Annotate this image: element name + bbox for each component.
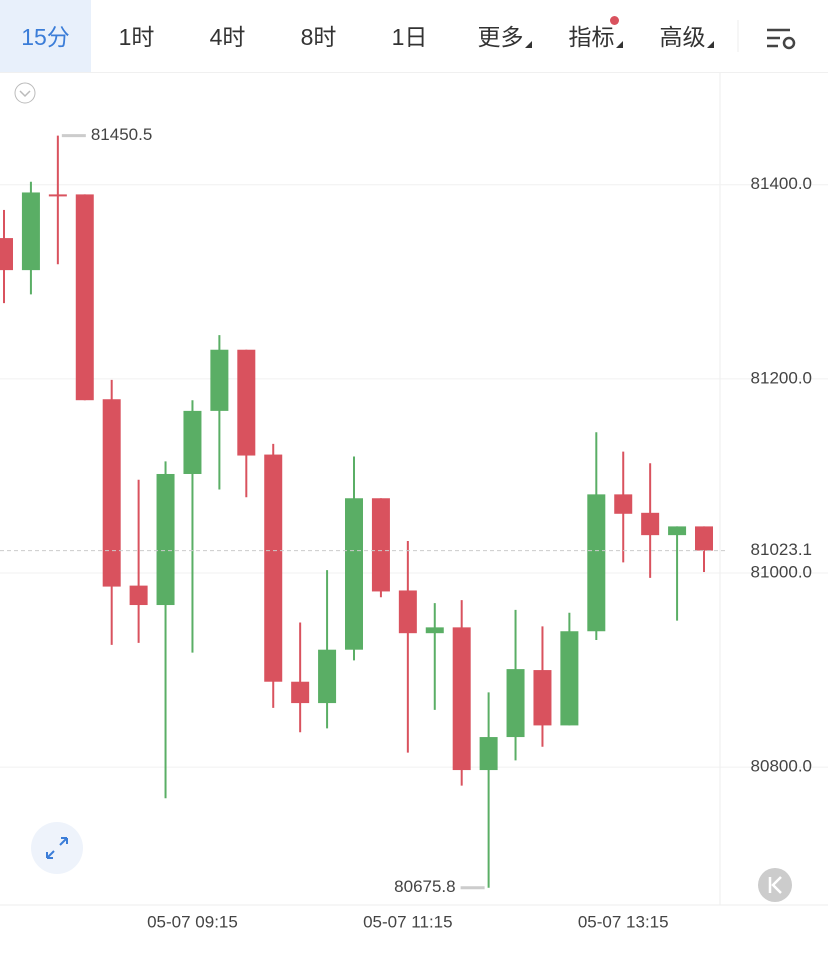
settings-icon[interactable]: [767, 28, 796, 50]
candle-body: [506, 669, 525, 738]
candle-body: [0, 238, 13, 271]
candle-body: [398, 590, 417, 634]
timeframe-tabs: 15分 1时 4时 8时 1日 更多 指标 高级: [0, 0, 828, 73]
candle-body: [183, 410, 202, 474]
candle-body: [587, 494, 606, 632]
tab[interactable]: 4时: [209, 24, 246, 50]
tab[interactable]: 更多: [455, 0, 546, 72]
candle-body: [291, 681, 310, 704]
tab-label[interactable]: 指标: [568, 24, 615, 50]
last-price-bg: [728, 539, 828, 562]
candle-body: [102, 399, 121, 587]
x-tick-label: 05-07 09:15: [147, 912, 238, 931]
candle-body: [614, 494, 633, 514]
candle-body: [156, 473, 175, 606]
candle-body: [318, 649, 337, 704]
dropdown-arrow: [616, 41, 623, 48]
y-tick-label: 80800.0: [751, 757, 812, 776]
candle-body: [371, 498, 390, 592]
last-price-label: 81023.1: [751, 540, 812, 559]
candle-body: [21, 192, 40, 271]
y-tick-label: 81200.0: [751, 368, 812, 387]
tab[interactable]: 8时: [300, 24, 337, 50]
candle-body: [533, 670, 552, 726]
candle-body: [695, 526, 713, 551]
candle-body: [48, 194, 67, 197]
candle-body: [425, 627, 444, 634]
dropdown-arrow: [707, 41, 714, 48]
x-tick-label: 05-07 13:15: [578, 912, 669, 931]
y-tick-label: 81000.0: [751, 562, 812, 581]
candle-body: [75, 194, 94, 401]
tab[interactable]: 指标: [546, 0, 637, 72]
tab-label[interactable]: 更多: [477, 24, 524, 50]
candle-body: [641, 512, 660, 536]
collapse-button[interactable]: [14, 82, 36, 104]
y-tick-label: 81400.0: [751, 174, 812, 193]
tab[interactable]: 高级: [637, 0, 728, 72]
candle-body: [237, 349, 256, 456]
expand-button[interactable]: [31, 822, 83, 874]
tab[interactable]: 1时: [118, 24, 155, 50]
dropdown-arrow: [525, 41, 532, 48]
badge: [610, 16, 619, 25]
max-label: 81450.5: [91, 125, 152, 144]
candle-body: [129, 585, 148, 606]
tab-label[interactable]: 高级: [659, 24, 706, 50]
candle-body: [479, 737, 498, 771]
candle-body: [560, 631, 579, 726]
tab[interactable]: 15分: [0, 0, 91, 72]
candle-body: [345, 498, 363, 650]
candle-body: [210, 349, 229, 411]
min-label: 80675.8: [394, 877, 455, 896]
candle-body: [264, 454, 283, 682]
kline-button[interactable]: [758, 868, 792, 902]
tab[interactable]: 1日: [391, 24, 428, 50]
x-tick-label: 05-07 11:15: [363, 912, 452, 931]
candle-body: [668, 526, 687, 536]
candle-body: [452, 627, 471, 771]
